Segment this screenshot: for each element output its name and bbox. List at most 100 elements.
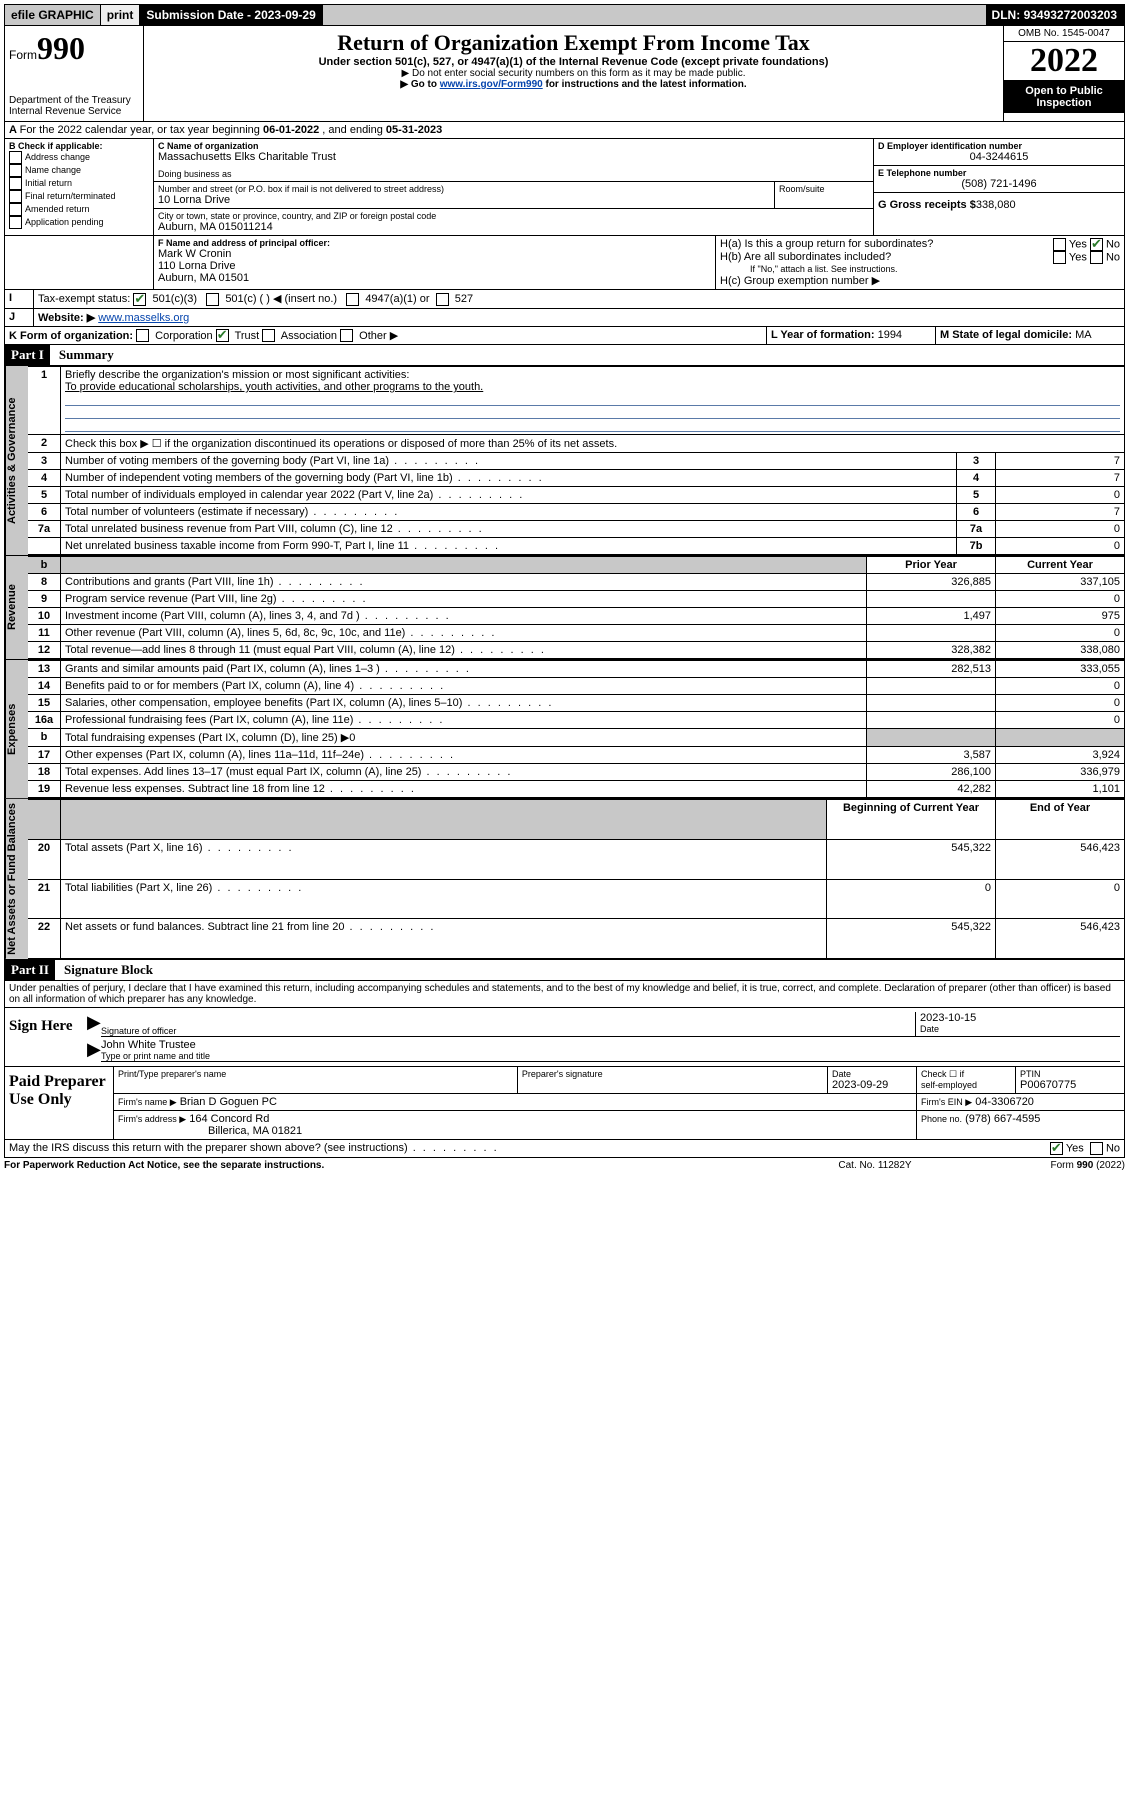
chk-corp[interactable]: [136, 329, 149, 342]
state-domicile: MA: [1075, 329, 1092, 341]
chk-amended[interactable]: [9, 203, 22, 216]
sign-here-block: Sign Here ▶ Signature of officer 2023-10…: [4, 1008, 1125, 1067]
table-row: 11Other revenue (Part VIII, column (A), …: [28, 625, 1124, 642]
section-b: B Check if applicable: Address change Na…: [5, 139, 154, 235]
firm-addr2: Billerica, MA 01821: [118, 1125, 302, 1137]
chk-hb-no[interactable]: [1090, 251, 1103, 264]
table-row: 12Total revenue—add lines 8 through 11 (…: [28, 642, 1124, 659]
officer-addr2: Auburn, MA 01501: [158, 272, 711, 284]
tab-expenses: Expenses: [5, 660, 28, 798]
part1-header: Part I Summary: [4, 345, 1125, 366]
table-row: 16aProfessional fundraising fees (Part I…: [28, 712, 1124, 729]
header-sub1: Under section 501(c), 527, or 4947(a)(1)…: [148, 56, 999, 68]
chk-name-change[interactable]: [9, 164, 22, 177]
revenue-table: b Prior Year Current Year 8Contributions…: [28, 556, 1124, 659]
chk-527[interactable]: [436, 293, 449, 306]
section-i: I Tax-exempt status: 501(c)(3) 501(c) ( …: [4, 290, 1125, 309]
org-street: 10 Lorna Drive: [158, 194, 770, 206]
header-sub3: ▶ Go to www.irs.gov/Form990 for instruct…: [148, 79, 999, 90]
netassets-section: Net Assets or Fund Balances Beginning of…: [4, 799, 1125, 960]
chk-address-change[interactable]: [9, 151, 22, 164]
table-row: bTotal fundraising expenses (Part IX, co…: [28, 729, 1124, 747]
ptin: P00670775: [1020, 1079, 1120, 1091]
chk-501c3[interactable]: [133, 293, 146, 306]
officer-name: Mark W Cronin: [158, 248, 711, 260]
section-klm: K Form of organization: Corporation Trus…: [4, 327, 1125, 346]
org-name: Massachusetts Elks Charitable Trust: [158, 151, 869, 163]
section-c: C Name of organization Massachusetts Elk…: [154, 139, 874, 235]
table-row: 14Benefits paid to or for members (Part …: [28, 678, 1124, 695]
irs-link[interactable]: www.irs.gov/Form990: [440, 79, 543, 90]
expenses-table: 13Grants and similar amounts paid (Part …: [28, 660, 1124, 798]
public-inspection: Open to Public Inspection: [1004, 81, 1124, 113]
sign-here-label: Sign Here: [5, 1008, 83, 1066]
chk-hb-yes[interactable]: [1053, 251, 1066, 264]
tab-netassets: Net Assets or Fund Balances: [5, 799, 28, 959]
section-f: F Name and address of principal officer:…: [154, 236, 716, 289]
part2-header: Part II Signature Block: [4, 960, 1125, 981]
form-header: Form990 Department of the Treasury Inter…: [4, 26, 1125, 122]
chk-ha-yes[interactable]: [1053, 238, 1066, 251]
chk-assoc[interactable]: [262, 329, 275, 342]
chk-trust[interactable]: [216, 329, 229, 342]
tab-revenue: Revenue: [5, 556, 28, 659]
dln: DLN: 93493272003203: [986, 5, 1124, 25]
chk-discuss-yes[interactable]: [1050, 1142, 1063, 1155]
table-row: 17Other expenses (Part IX, column (A), l…: [28, 747, 1124, 764]
discuss-row: May the IRS discuss this return with the…: [4, 1140, 1125, 1158]
table-row: 18Total expenses. Add lines 13–17 (must …: [28, 764, 1124, 781]
org-city: Auburn, MA 015011214: [158, 221, 869, 233]
expenses-section: Expenses 13Grants and similar amounts pa…: [4, 660, 1125, 799]
table-row: 9Program service revenue (Part VIII, lin…: [28, 591, 1124, 608]
section-deg: D Employer identification number 04-3244…: [874, 139, 1124, 235]
table-row: Net unrelated business taxable income fr…: [28, 538, 1124, 555]
chk-app-pending[interactable]: [9, 216, 22, 229]
chk-ha-no[interactable]: [1090, 238, 1103, 251]
chk-initial-return[interactable]: [9, 177, 22, 190]
top-toolbar: efile GRAPHIC print Submission Date - 20…: [4, 4, 1125, 26]
tab-governance: Activities & Governance: [5, 366, 28, 555]
officer-group-block: F Name and address of principal officer:…: [4, 236, 1125, 290]
header-right: OMB No. 1545-0047 2022 Open to Public In…: [1003, 26, 1124, 121]
firm-phone: (978) 667-4595: [965, 1113, 1040, 1125]
year-formation: 1994: [878, 329, 902, 341]
ein: 04-3244615: [878, 151, 1120, 163]
table-row: 13Grants and similar amounts paid (Part …: [28, 661, 1124, 678]
chk-501c[interactable]: [206, 293, 219, 306]
header-sub2: ▶ Do not enter social security numbers o…: [148, 68, 999, 79]
omb-number: OMB No. 1545-0047: [1004, 26, 1124, 42]
print-button[interactable]: print: [101, 5, 141, 25]
table-row: 3Number of voting members of the governi…: [28, 453, 1124, 470]
revenue-section: Revenue b Prior Year Current Year 8Contr…: [4, 556, 1125, 660]
form-number: Form990: [9, 30, 139, 67]
chk-discuss-no[interactable]: [1090, 1142, 1103, 1155]
firm-addr1: 164 Concord Rd: [189, 1113, 269, 1125]
table-row: 4Number of independent voting members of…: [28, 470, 1124, 487]
table-row: 8Contributions and grants (Part VIII, li…: [28, 574, 1124, 591]
chk-4947[interactable]: [346, 293, 359, 306]
preparer-table: Print/Type preparer's name Preparer's si…: [114, 1067, 1124, 1139]
table-row: 10Investment income (Part VIII, column (…: [28, 608, 1124, 625]
part1-body: Activities & Governance 1 Briefly descri…: [4, 366, 1125, 556]
form-title: Return of Organization Exempt From Incom…: [148, 30, 999, 56]
tax-year: 2022: [1004, 42, 1124, 81]
governance-table: 1 Briefly describe the organization's mi…: [28, 366, 1124, 555]
netassets-table: Beginning of Current Year End of Year 20…: [28, 799, 1124, 959]
table-row: 19Revenue less expenses. Subtract line 1…: [28, 781, 1124, 798]
mission: To provide educational scholarships, you…: [65, 381, 483, 393]
website-link[interactable]: www.masselks.org: [98, 312, 189, 324]
table-row: 15Salaries, other compensation, employee…: [28, 695, 1124, 712]
paid-preparer-block: Paid Preparer Use Only Print/Type prepar…: [4, 1067, 1125, 1140]
page-footer: For Paperwork Reduction Act Notice, see …: [4, 1158, 1125, 1173]
section-j: J Website: ▶ www.masselks.org: [4, 309, 1125, 327]
sign-date: 2023-10-15: [920, 1012, 1120, 1024]
table-row: 6Total number of volunteers (estimate if…: [28, 504, 1124, 521]
section-h: H(a) Is this a group return for subordin…: [716, 236, 1124, 289]
efile-label: efile GRAPHIC: [5, 5, 101, 25]
officer-signature-name: John White Trustee: [101, 1039, 1120, 1051]
chk-final-return[interactable]: [9, 190, 22, 203]
header-left: Form990 Department of the Treasury Inter…: [5, 26, 144, 121]
table-row: 5Total number of individuals employed in…: [28, 487, 1124, 504]
dept-treasury: Department of the Treasury: [9, 95, 139, 106]
chk-other[interactable]: [340, 329, 353, 342]
